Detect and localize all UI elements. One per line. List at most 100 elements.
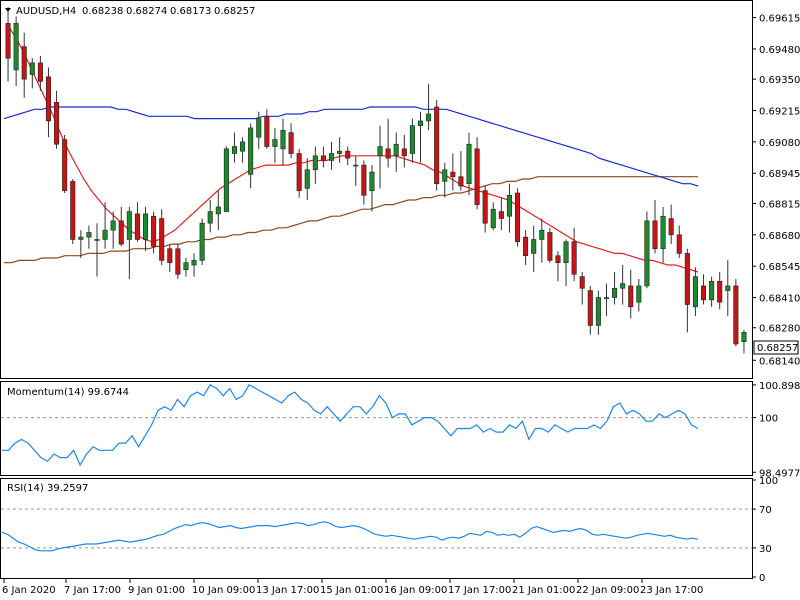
candle (401, 134, 407, 168)
bull-candle-body (725, 285, 731, 291)
price-tick-label: 0.69080 (759, 138, 800, 149)
bear-candle-body (587, 290, 593, 326)
bull-candle-body (595, 297, 601, 326)
candle (579, 271, 585, 305)
candle (474, 137, 480, 210)
candle (223, 146, 229, 212)
candle (248, 123, 254, 189)
bull-candle-body (466, 143, 472, 184)
candle (603, 283, 610, 317)
time-tick-label: 15 Jan 01:00 (320, 585, 383, 596)
bear-candle-body (717, 280, 723, 303)
candle (134, 202, 140, 242)
candle (45, 67, 52, 138)
candle (54, 90, 60, 149)
momentum-tick-label: 100.8983 (759, 381, 800, 392)
candle (320, 146, 326, 168)
bear-candle-body (54, 102, 60, 145)
candle (5, 7, 11, 82)
bull-candle-body (312, 155, 318, 171)
candle (264, 109, 270, 149)
bear-candle-body (118, 220, 124, 245)
candle (434, 100, 440, 191)
candle (70, 179, 76, 245)
momentum-tick-label: 98.4977 (759, 468, 800, 479)
price-tick-label: 0.68545 (759, 262, 800, 273)
bear-candle-body (159, 218, 165, 261)
bear-candle-body (482, 190, 488, 224)
candle (199, 218, 205, 266)
bear-candle-body (37, 62, 43, 82)
rsi-line (1, 521, 699, 552)
bull-candle-body (442, 169, 448, 182)
bear-candle-body (474, 148, 480, 205)
current-price-tag: 0.68257 (753, 340, 799, 355)
candle (700, 274, 707, 305)
bull-candle-body (620, 283, 626, 289)
candle (207, 199, 213, 233)
candle (628, 269, 634, 319)
candle (539, 218, 545, 263)
price-tick-label: 0.68140 (759, 356, 800, 367)
bull-candle-body (709, 280, 715, 301)
candle (37, 55, 43, 91)
bull-candle-body (603, 297, 610, 299)
bear-candle-body (628, 285, 634, 308)
rsi-tick-label: 0 (759, 573, 765, 584)
bull-candle-body (199, 222, 205, 261)
bear-candle-body (401, 148, 407, 157)
sma-slow-line (4, 176, 698, 264)
bull-candle-body (223, 148, 229, 212)
bear-candle-body (498, 211, 504, 219)
candle (523, 230, 529, 266)
time-tick-label: 9 Jan 01:00 (128, 585, 185, 596)
bear-candle-body (385, 148, 391, 159)
candle (62, 134, 68, 193)
momentum-tick-label: 100 (759, 414, 778, 425)
time-tick-label: 6 Jan 2020 (2, 585, 56, 596)
bull-candle-body (248, 127, 254, 175)
bull-candle-body (660, 215, 666, 250)
candle (110, 211, 116, 249)
bear-candle-body (62, 139, 68, 191)
candle (450, 153, 456, 191)
momentum-series (2, 383, 699, 467)
rsi-tick-label: 100 (759, 476, 778, 487)
bull-candle-body (102, 229, 108, 240)
rsi-axis: 100 70 30 0 (752, 476, 778, 584)
candle (514, 188, 521, 247)
sma-mid-series (3, 106, 699, 187)
candle (620, 265, 626, 305)
bull-candle-body (337, 150, 343, 154)
candle (595, 290, 601, 335)
candle (102, 202, 108, 249)
candle (159, 209, 165, 266)
bear-candle-body (676, 234, 682, 254)
candle (644, 211, 650, 289)
bull-candle-body (29, 62, 35, 75)
bull-candle-body (531, 239, 537, 254)
bull-candle-body (78, 236, 84, 240)
current-price-label: 0.68257 (757, 343, 798, 354)
candle (555, 251, 561, 282)
bull-candle-body (86, 232, 92, 238)
candle (175, 244, 181, 279)
bull-candle-body (636, 285, 642, 303)
time-tick-label: 13 Jan 17:00 (256, 585, 319, 596)
candle (13, 16, 19, 87)
bear-candle-body (175, 248, 181, 275)
bear-candle-body (571, 241, 577, 275)
candle (393, 132, 399, 173)
rsi-series (1, 521, 699, 552)
bull-candle-body (207, 211, 213, 224)
bull-candle-body (353, 164, 359, 167)
candle (328, 141, 335, 170)
candle (29, 58, 35, 89)
candle (361, 160, 367, 205)
collapse-triangle-icon[interactable] (5, 8, 11, 12)
sma-slow-series (4, 176, 698, 264)
bull-candle-body (183, 262, 189, 270)
bull-candle-body (506, 195, 512, 217)
price-tick-label: 0.68680 (759, 231, 800, 242)
